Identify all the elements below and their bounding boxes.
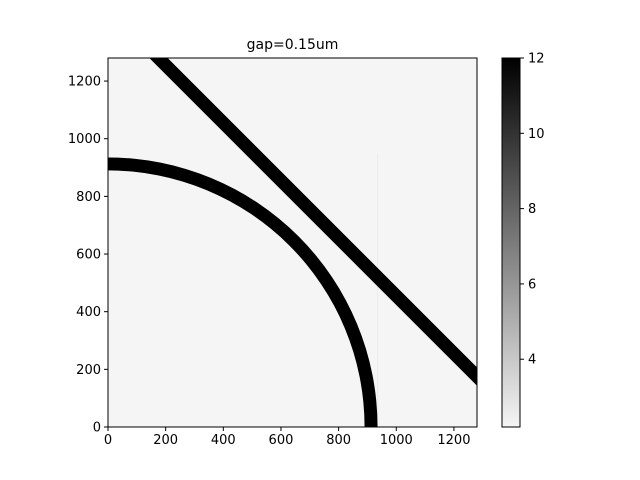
colorbar-tick-label: 10	[528, 127, 545, 142]
y-tick-label: 0	[93, 421, 101, 436]
y-tick-label: 1200	[68, 75, 101, 90]
x-axis: 0 200 400 600 800 1000 1200	[104, 427, 470, 448]
x-tick-label: 800	[326, 433, 351, 448]
y-tick-label: 1000	[68, 132, 101, 147]
x-tick-label: 600	[269, 433, 294, 448]
colorbar: 4 6 8 10 12	[501, 52, 545, 428]
plot-frame	[107, 57, 478, 428]
colorbar-gradient	[501, 57, 521, 428]
colorbar-tick-label: 6	[528, 277, 536, 292]
colorbar-tick-label: 12	[528, 52, 545, 67]
chart-title: gap=0.15um	[247, 37, 339, 53]
x-tick-label: 0	[104, 433, 112, 448]
waveguide	[149, 58, 477, 386]
plot-area	[107, 57, 478, 428]
x-tick-label: 200	[153, 433, 178, 448]
y-tick-label: 200	[76, 363, 101, 378]
y-tick-label: 400	[76, 305, 101, 320]
colorbar-ticks: 4 6 8 10 12	[520, 52, 545, 368]
y-tick-label: 600	[76, 248, 101, 263]
x-tick-label: 400	[211, 433, 236, 448]
y-axis: 0 200 400 600 800 1000 1200	[68, 75, 108, 436]
y-tick-label: 800	[76, 190, 101, 205]
x-tick-label: 1000	[380, 433, 413, 448]
x-tick-label: 1200	[437, 433, 470, 448]
colorbar-tick-label: 4	[528, 353, 536, 368]
colorbar-tick-label: 8	[528, 202, 536, 217]
